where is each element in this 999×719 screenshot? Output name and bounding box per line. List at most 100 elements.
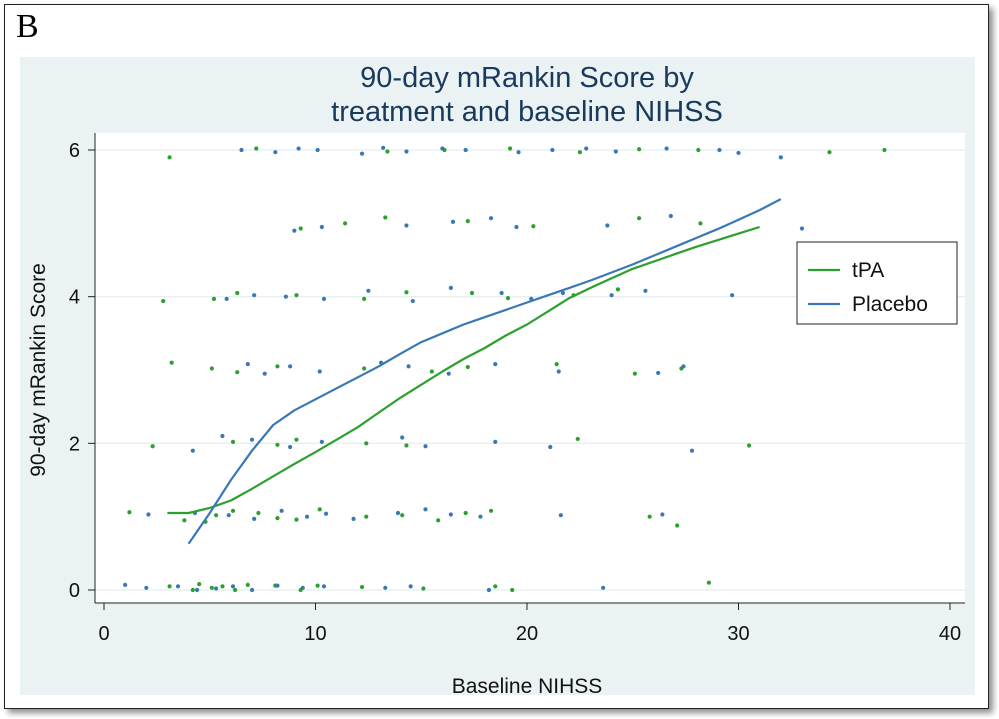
point-2-45 [465, 364, 470, 370]
x-axis-title: Baseline NIHSS [452, 675, 603, 698]
point-3-56 [499, 290, 504, 296]
point-3-67 [514, 224, 519, 230]
point-2-34 [294, 437, 299, 442]
point-2-59 [298, 226, 303, 231]
chart-title-line-2: treatment and baseline NIHSS [331, 96, 723, 128]
point-2-51 [235, 290, 240, 296]
point-3-74 [315, 147, 320, 153]
point-3-49 [224, 296, 229, 301]
point-2-13 [510, 587, 515, 593]
point-3-10 [383, 585, 388, 590]
point-2-46 [554, 362, 559, 367]
point-2-39 [169, 360, 174, 365]
point-2-65 [698, 221, 703, 226]
point-2-63 [531, 224, 536, 229]
point-2-58 [615, 287, 621, 292]
point-3-19 [304, 514, 310, 519]
point-3-79 [463, 147, 468, 153]
point-3-2 [175, 584, 181, 589]
legend-label-placebo: Placebo [852, 293, 928, 316]
point-2-23 [317, 507, 322, 512]
point-2-41 [235, 370, 240, 375]
point-2-64 [636, 216, 642, 221]
point-3-40 [288, 364, 293, 369]
point-3-71 [239, 147, 244, 153]
y-tick-label-1: 2 [69, 433, 80, 455]
point-3-14 [146, 512, 151, 517]
point-3-41 [317, 369, 322, 374]
point-3-12 [486, 587, 492, 593]
point-3-62 [292, 228, 297, 233]
point-3-8 [300, 585, 305, 590]
point-3-9 [321, 584, 327, 589]
point-3-18 [279, 508, 284, 513]
point-2-9 [315, 583, 320, 588]
point-2-20 [256, 510, 261, 516]
axes: 0 2 4 6 0 10 20 30 40 [69, 133, 965, 645]
point-3-20 [323, 511, 329, 516]
point-2-24 [364, 514, 369, 519]
point-2-42 [275, 364, 280, 369]
point-3-27 [660, 512, 665, 517]
x-tick-label-4: 40 [939, 623, 961, 645]
point-3-28 [190, 448, 195, 453]
point-3-75 [359, 151, 365, 156]
legend-box [796, 241, 958, 325]
point-3-70 [799, 226, 805, 231]
y-tick-label-2: 4 [69, 287, 80, 309]
point-2-26 [436, 518, 441, 523]
point-3-54 [410, 298, 415, 304]
point-3-83 [613, 149, 618, 154]
line-tpa [167, 225, 760, 515]
point-3-34 [423, 444, 428, 449]
point-3-35 [493, 439, 498, 444]
point-3-38 [245, 362, 250, 367]
point-2-50 [211, 296, 217, 301]
point-3-64 [404, 223, 409, 228]
point-3-63 [319, 224, 324, 230]
chart-title-line-1: 90-day mRankin Score by [360, 62, 694, 94]
point-3-22 [395, 510, 401, 516]
point-3-77 [404, 149, 409, 154]
point-2-60 [343, 221, 348, 226]
point-2-68 [385, 149, 390, 154]
point-2-10 [359, 584, 365, 590]
point-2-36 [404, 443, 409, 448]
point-2-55 [469, 290, 475, 296]
point-2-28 [488, 508, 494, 513]
point-2-25 [400, 513, 405, 518]
point-3-55 [448, 285, 453, 290]
x-tick-label-2: 20 [516, 623, 538, 645]
point-2-66 [167, 155, 172, 160]
point-2-73 [696, 147, 701, 153]
point-2-38 [746, 443, 752, 448]
point-3-78 [440, 146, 445, 151]
point-3-76 [381, 145, 386, 150]
point-3-16 [226, 513, 231, 518]
x-tick-label-0: 0 [98, 623, 109, 645]
point-2-1 [190, 587, 195, 593]
line-placebo [187, 198, 782, 545]
point-3-51 [283, 294, 288, 299]
point-3-25 [478, 514, 483, 519]
plot-area [95, 133, 965, 603]
point-3-23 [423, 507, 428, 512]
point-2-19 [230, 508, 236, 513]
point-3-5 [230, 584, 236, 589]
point-2-6 [245, 582, 250, 587]
legend-label-tpa: tPA [852, 259, 884, 282]
point-3-43 [406, 364, 411, 369]
point-2-35 [364, 441, 369, 446]
point-2-49 [161, 298, 166, 304]
point-3-39 [262, 371, 267, 376]
legend: tPA Placebo [796, 241, 958, 325]
point-2-43 [362, 366, 367, 371]
point-2-15 [127, 510, 132, 515]
point-2-0 [167, 584, 172, 589]
point-2-71 [577, 150, 582, 155]
point-2-12 [493, 584, 498, 589]
point-3-59 [609, 293, 614, 298]
point-3-81 [550, 147, 555, 153]
point-3-60 [643, 288, 648, 293]
point-3-33 [400, 435, 405, 440]
